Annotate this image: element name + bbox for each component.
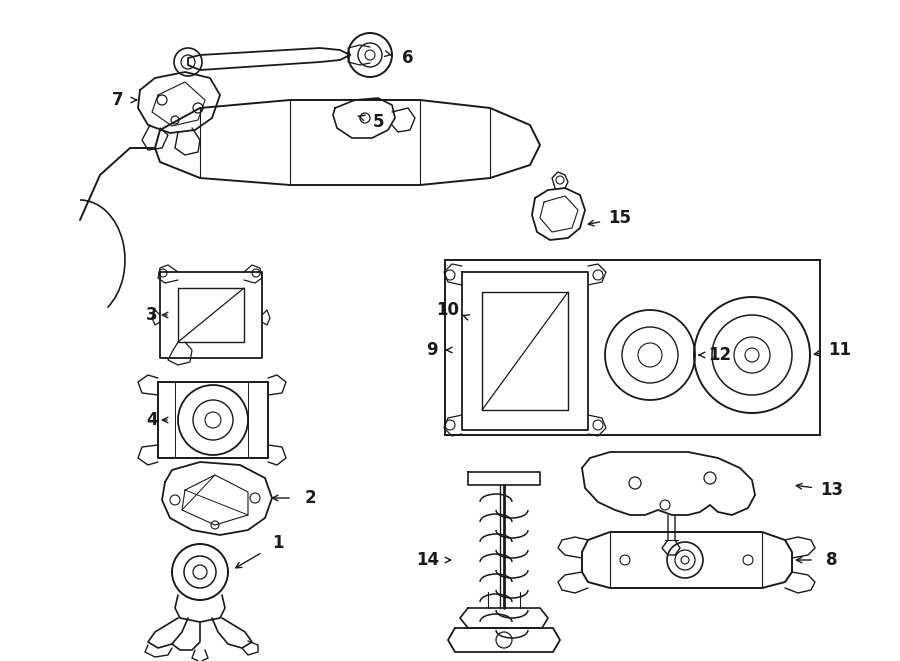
- Text: 2: 2: [304, 489, 316, 507]
- Text: 10: 10: [436, 301, 460, 319]
- Text: 7: 7: [112, 91, 124, 109]
- Bar: [445, 260, 820, 435]
- Text: 13: 13: [821, 481, 843, 499]
- Text: 12: 12: [708, 346, 732, 364]
- Text: 5: 5: [373, 113, 383, 131]
- Text: 8: 8: [826, 551, 838, 569]
- Text: 15: 15: [608, 209, 632, 227]
- Text: 14: 14: [417, 551, 439, 569]
- Text: 3: 3: [146, 306, 158, 324]
- Text: 1: 1: [272, 534, 284, 552]
- Text: 11: 11: [829, 341, 851, 359]
- Text: 9: 9: [427, 341, 437, 359]
- Text: 6: 6: [402, 49, 414, 67]
- Text: 4: 4: [146, 411, 158, 429]
